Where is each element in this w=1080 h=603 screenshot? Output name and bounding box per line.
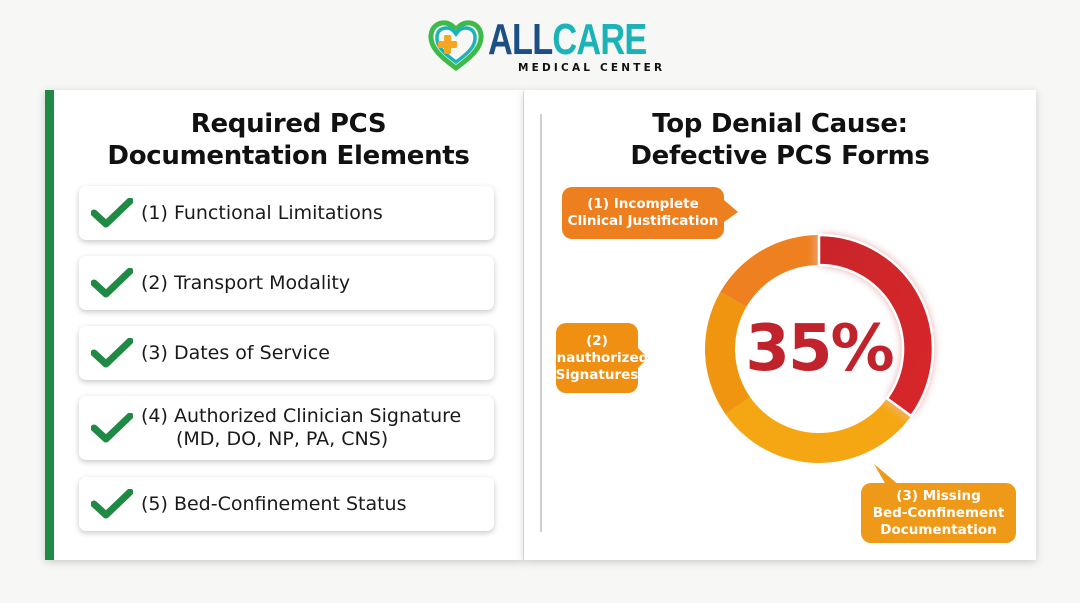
panel-divider (540, 114, 542, 532)
item-label: (2) Transport Modality (141, 271, 351, 294)
checkmark-icon (91, 338, 133, 368)
checkmark-icon (91, 198, 133, 228)
checkmark-icon (91, 413, 133, 443)
title-line-1: Top Denial Cause: (652, 109, 908, 139)
checkmark-icon (91, 489, 133, 519)
required-elements-panel: Required PCS Documentation Elements (1) … (45, 90, 523, 560)
denial-cause-panel: Top Denial Cause: Defective PCS Forms (524, 90, 1036, 560)
segment-unauthorized-signatures (705, 292, 751, 415)
heart-cross-icon (428, 20, 484, 72)
item-label: (1) Functional Limitations (141, 201, 383, 224)
callout-unauthorized-signatures: (2) Unauthorized Signatures (546, 323, 648, 393)
callout-line: (1) Incomplete (587, 196, 699, 212)
brand-care: CARE (552, 15, 647, 64)
item-label: (3) Dates of Service (141, 341, 330, 364)
title-line-2: Documentation Elements (107, 141, 470, 171)
callout-line: Clinical Justification (567, 213, 719, 229)
list-item-functional-limitations: (1) Functional Limitations (79, 186, 494, 240)
callout-line: Bed-Confinement (872, 504, 1005, 521)
center-percentage: 35% (745, 312, 894, 386)
donut-svg (638, 200, 935, 485)
list-item-bed-confinement: (5) Bed-Confinement Status (79, 477, 494, 531)
callout-line: Documentation (880, 521, 997, 538)
callout-line: (3) Missing (896, 487, 981, 504)
item-label-line-2: (MD, DO, NP, PA, CNS) (176, 428, 389, 450)
item-label: (4) Authorized Clinician Signature (MD, … (141, 405, 461, 451)
segment-highlighted-35 (817, 233, 935, 418)
title-line-1: Required PCS (190, 109, 387, 139)
list-item-transport-modality: (2) Transport Modality (79, 256, 494, 310)
allcare-logo: ALLCARE MEDICAL CENTER (428, 12, 662, 80)
brand-all: ALL (488, 15, 553, 64)
list-item-clinician-signature: (4) Authorized Clinician Signature (MD, … (79, 396, 494, 460)
item-label-line-1: (4) Authorized Clinician Signature (141, 405, 462, 427)
required-elements-title: Required PCS Documentation Elements (54, 108, 523, 172)
callout-missing-bed-confinement: (3) Missing Bed-Confinement Documentatio… (861, 483, 1016, 543)
donut-chart: (1) Incomplete Clinical Justification (2… (524, 90, 1036, 560)
segment-incomplete-justification (720, 235, 819, 307)
checkmark-icon (91, 268, 133, 298)
brand-subtitle: MEDICAL CENTER (518, 62, 666, 74)
callout-line: Signatures (555, 366, 639, 383)
segment-missing-bed-confinement (725, 397, 912, 463)
denial-cause-title: Top Denial Cause: Defective PCS Forms (524, 108, 1036, 172)
callout-incomplete-justification: (1) Incomplete Clinical Justification (562, 187, 724, 239)
list-item-dates-of-service: (3) Dates of Service (79, 326, 494, 380)
brand-name: ALLCARE (488, 18, 647, 62)
callout-line: (2) (586, 332, 608, 349)
title-line-2: Defective PCS Forms (630, 141, 930, 171)
callout-line: Unauthorized (545, 349, 649, 366)
item-label: (5) Bed-Confinement Status (141, 492, 407, 515)
